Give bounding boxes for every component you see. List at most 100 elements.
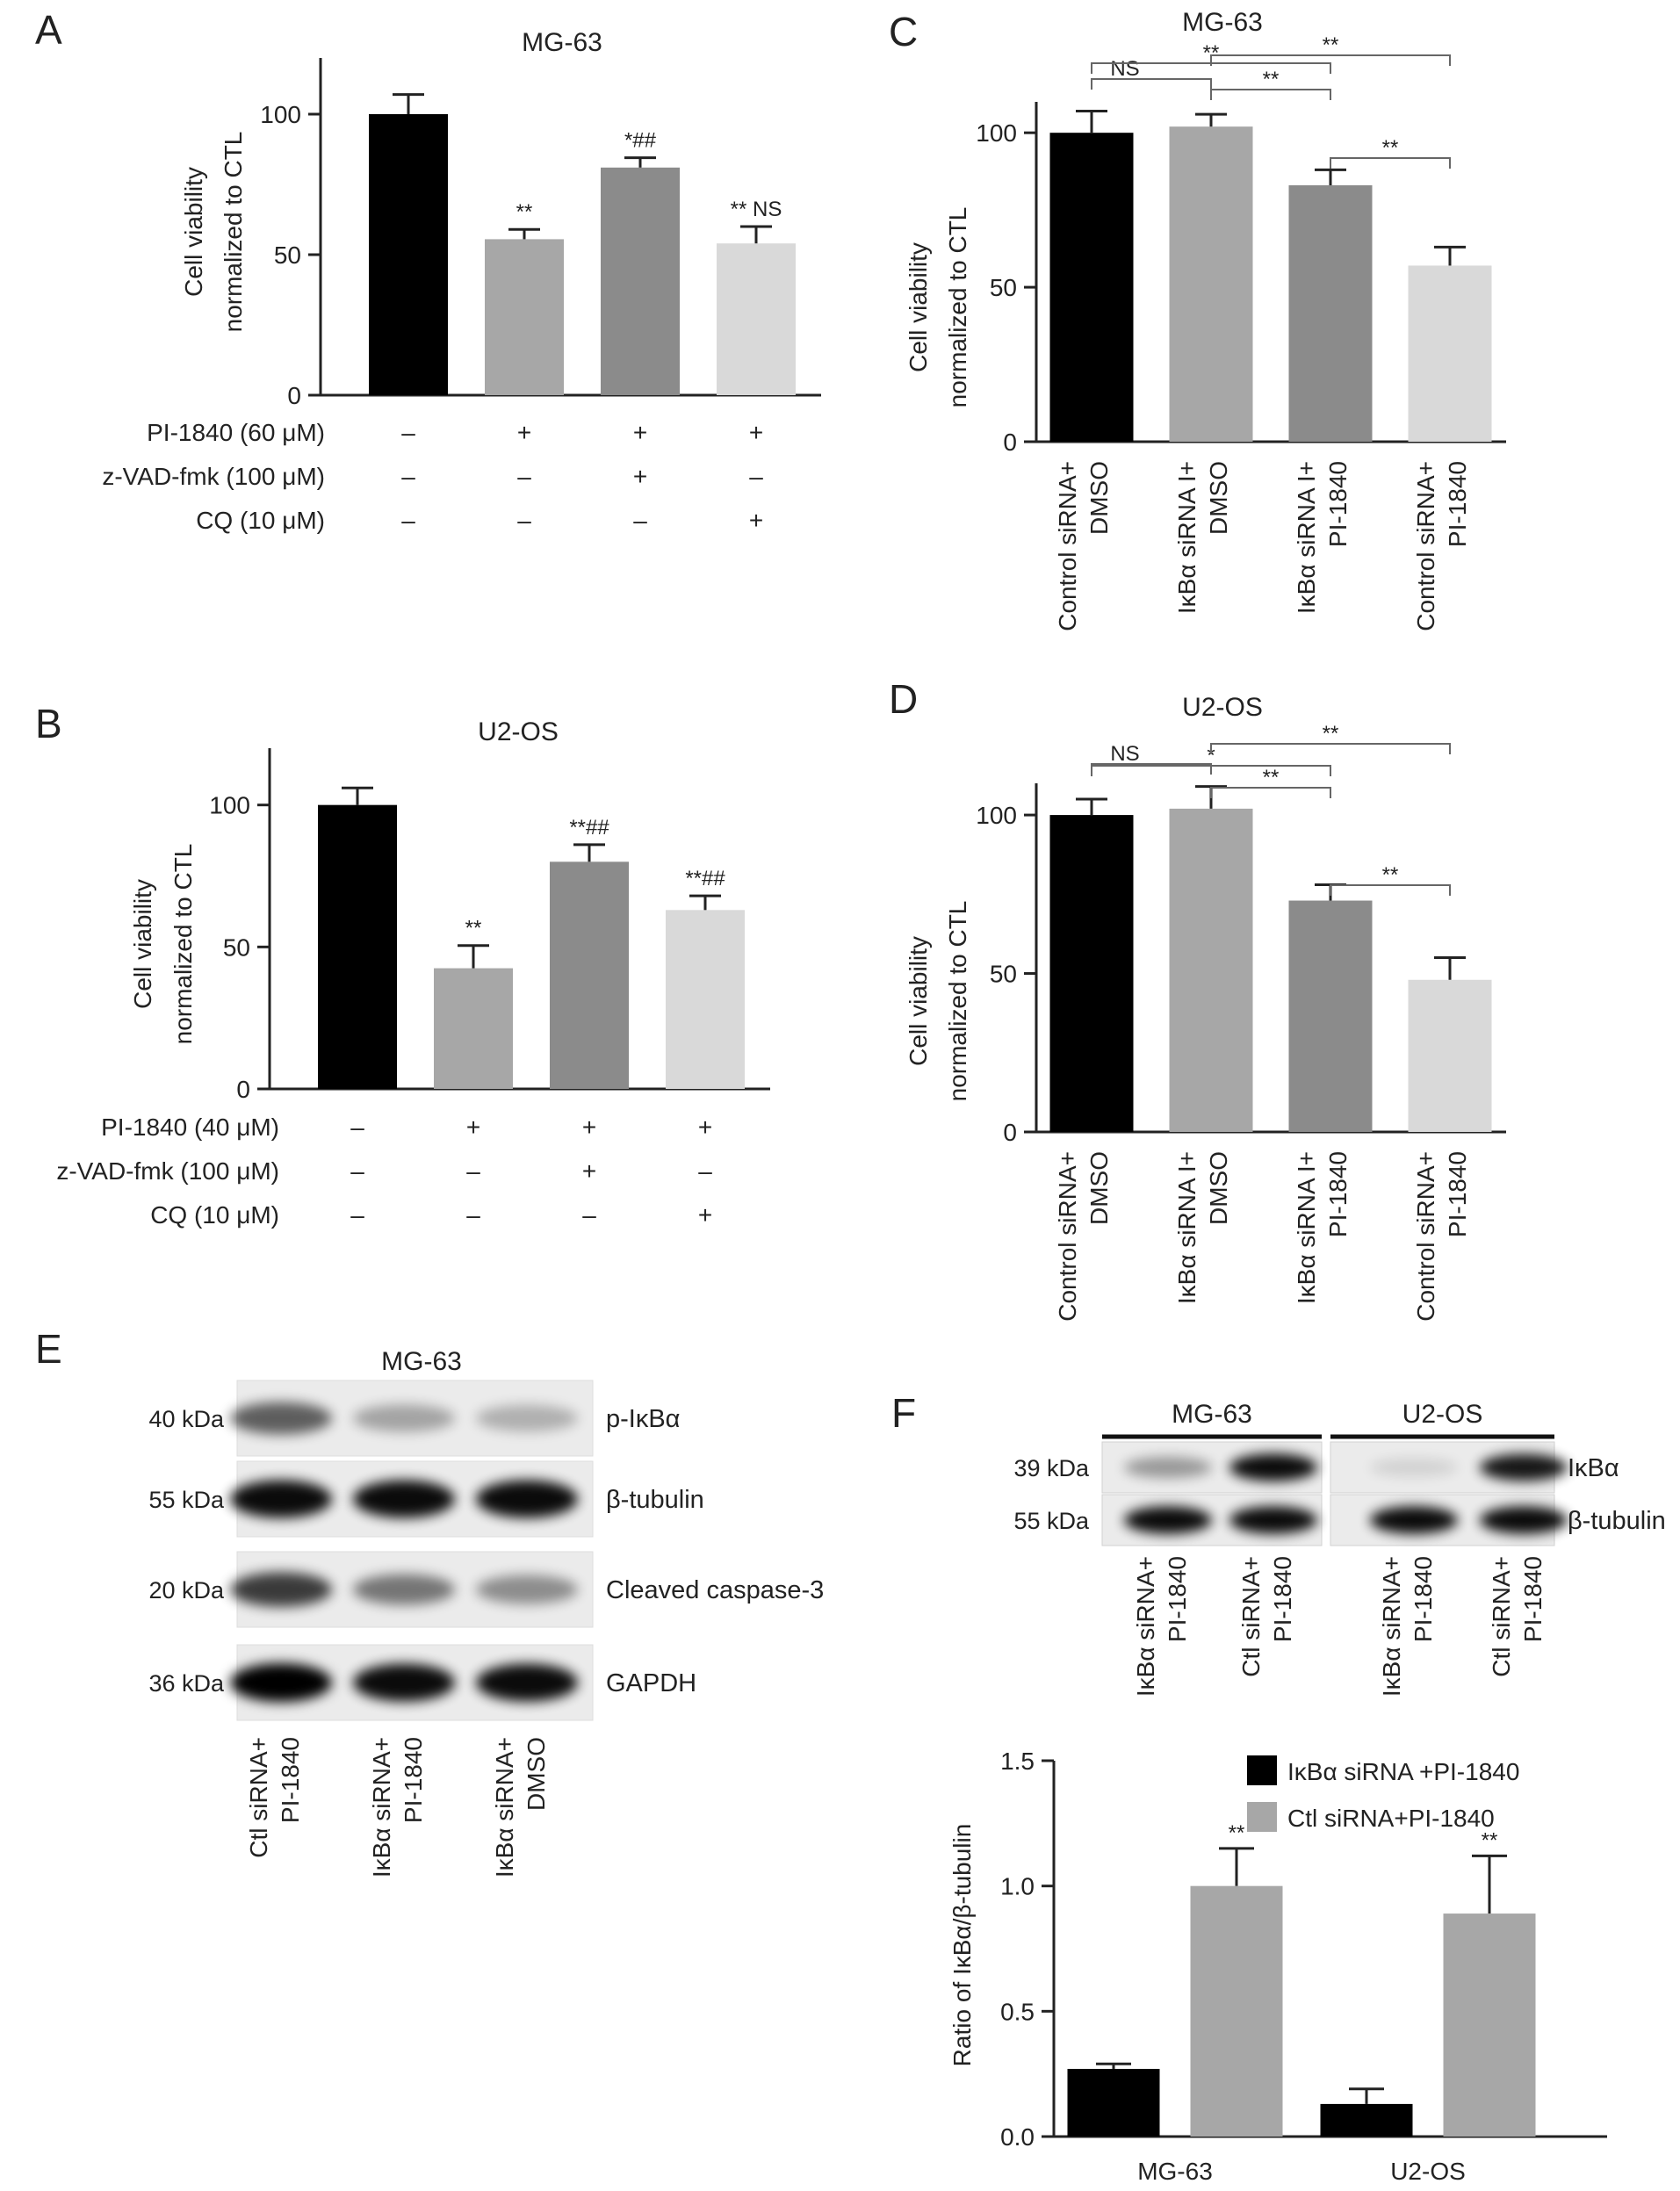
panel-f-band-0-2 — [1370, 1458, 1458, 1477]
panel-f-kda-1: 55 kDa — [1013, 1508, 1090, 1534]
panel-e-band-2-2 — [476, 1575, 578, 1604]
panel-f-bar-s0-0 — [1067, 2068, 1160, 2137]
panel-f-band-0-0 — [1124, 1456, 1212, 1479]
panel-b-bar-0 — [318, 804, 397, 1089]
panel-d-category-label-0-1: DMSO — [1085, 1151, 1113, 1225]
panel-f-lane-label-0-0: IκBα siRNA+ — [1132, 1556, 1159, 1697]
panel-f-group-label-0: MG-63 — [1172, 1400, 1252, 1429]
panel-f-legend-swatch-1 — [1247, 1802, 1277, 1832]
panel-f-lane-label-2-1: PI-1840 — [1410, 1556, 1437, 1642]
panel-f-band-0-1 — [1229, 1453, 1317, 1481]
panel-b-cond-label-2: CQ (10 μM) — [150, 1201, 279, 1229]
panel-d-bracket-label-0: NS — [1110, 742, 1139, 766]
panel-b-cond-mark-0-0: – — [350, 1114, 364, 1141]
panel-c-category-label-0-1: DMSO — [1085, 461, 1113, 535]
panel-e-band-3-2 — [476, 1663, 578, 1702]
panel-c-category-label-3-1: PI-1840 — [1444, 461, 1471, 547]
panel-d-bracket-3 — [1210, 743, 1451, 754]
panel-b-bar-3 — [666, 910, 745, 1089]
panel-b-cond-mark-1-2: + — [582, 1157, 596, 1185]
panel-d-category-label-2-0: IκBα siRNA I+ — [1293, 1151, 1320, 1304]
panel-a: A MG-63 Cell viability normalized to CTL… — [35, 7, 821, 534]
panel-b-ylabel-line2: normalized to CTL — [169, 844, 197, 1045]
panel-b-cond-mark-1-1: – — [466, 1157, 480, 1185]
panel-b-sig-label-1: ** — [465, 917, 482, 941]
panel-d-category-label-1-0: IκBα siRNA I+ — [1173, 1151, 1201, 1304]
panel-c-category-label-1-1: DMSO — [1205, 461, 1232, 535]
panel-a-cond-mark-2-0: – — [401, 507, 415, 534]
panel-b-cond-mark-1-3: – — [698, 1157, 712, 1185]
panel-d-ytick-label-1: 50 — [990, 961, 1017, 988]
panel-e-lane-label-2-0: IκBα siRNA+ — [491, 1737, 518, 1877]
panel-a-cond-mark-2-3: + — [749, 507, 763, 534]
panel-e-band-1-0 — [230, 1480, 332, 1518]
panel-d-bracket-1 — [1091, 765, 1331, 776]
panel-f-sig-label-1-1: ** — [1482, 1828, 1498, 1852]
panel-c-bracket-4 — [1330, 157, 1451, 169]
panel-d-bracket-2 — [1210, 787, 1331, 798]
panel-b-cond-mark-2-3: + — [698, 1201, 712, 1229]
panel-c-ytick-label-0: 0 — [1003, 429, 1017, 456]
panel-e-band-0-0 — [230, 1402, 332, 1435]
panel-a-cond-mark-0-2: + — [633, 419, 647, 446]
panel-f-legend-label-1: Ctl siRNA+PI-1840 — [1287, 1805, 1495, 1832]
panel-c-ytick-label-1: 50 — [990, 274, 1017, 301]
panel-e-band-3-0 — [230, 1663, 332, 1702]
panel-c-bracket-2 — [1210, 89, 1331, 100]
panel-b-bar-1 — [434, 968, 513, 1089]
panel-f-lane-label-3-0: Ctl siRNA+ — [1488, 1556, 1515, 1677]
panel-f-legend-label-0: IκBα siRNA +PI-1840 — [1287, 1758, 1519, 1785]
panel-a-sig-label-1: ** — [516, 200, 533, 224]
panel-e-kda-0: 40 kDa — [148, 1406, 225, 1432]
panel-a-cond-label-0: PI-1840 (60 μM) — [147, 419, 325, 446]
panel-c-ylabel-line2: normalized to CTL — [944, 207, 971, 408]
panel-f-band-1-2 — [1370, 1506, 1458, 1534]
panel-a-ytick-label-0: 0 — [287, 382, 301, 409]
panel-d-ytick-label-0: 0 — [1003, 1119, 1017, 1146]
panel-d-ylabel-line2: normalized to CTL — [944, 901, 971, 1102]
panel-f-bar-s0-1 — [1320, 2103, 1413, 2137]
panel-d-ytick-label-2: 100 — [976, 802, 1017, 829]
panel-f-category-label-1: U2-OS — [1390, 2158, 1466, 2185]
panel-letter-d: D — [889, 676, 918, 722]
panel-d-bracket-label-1: * — [1207, 744, 1215, 768]
panel-f-band-1-3 — [1480, 1506, 1568, 1534]
panel-d-category-label-3-1: PI-1840 — [1444, 1151, 1471, 1237]
panel-d-category-label-0-0: Control siRNA+ — [1054, 1151, 1081, 1322]
panel-f-band-1-1 — [1229, 1506, 1317, 1534]
panel-c-bar-2 — [1288, 184, 1373, 442]
panel-e-band-2-1 — [353, 1574, 455, 1605]
panel-c-bracket-label-0: NS — [1110, 57, 1139, 81]
panel-f-ylabel: Ratio of IκBα/β-tubulin — [948, 1824, 976, 2067]
panel-e-band-0-2 — [476, 1404, 578, 1432]
panel-f-band-0-3 — [1480, 1453, 1568, 1481]
panel-a-plot: 0 50 100 – – – ** + – – *## + + – ** NS + – + PI-1840 (60 … — [102, 58, 821, 534]
panel-e-title: MG-63 — [381, 1347, 462, 1376]
panel-c-bracket-0 — [1091, 78, 1212, 90]
panel-f-protein-0: IκBα — [1568, 1454, 1619, 1482]
panel-e-kda-2: 20 kDa — [148, 1577, 225, 1604]
panel-d-bar-2 — [1288, 900, 1373, 1132]
panel-a-cond-mark-2-1: – — [517, 507, 531, 534]
panel-f-ytick-label-3: 1.5 — [1000, 1748, 1035, 1775]
panel-e-lane-label-0-1: PI-1840 — [277, 1737, 304, 1823]
panel-a-cond-label-1: z-VAD-fmk (100 μM) — [102, 463, 325, 490]
panel-a-cond-mark-1-0: – — [401, 463, 415, 490]
panel-letter-c: C — [889, 9, 918, 54]
panel-b-cond-label-1: z-VAD-fmk (100 μM) — [56, 1157, 279, 1185]
panel-c-bracket-3 — [1210, 54, 1451, 66]
panel-c: C MG-63 Cell viability normalized to CTL… — [889, 8, 1506, 631]
panel-c-bracket-label-3: ** — [1323, 33, 1339, 57]
panel-c-category-label-2-1: PI-1840 — [1324, 461, 1352, 547]
panel-f-sig-label-1-0: ** — [1229, 1821, 1245, 1845]
panel-f-legend-swatch-0 — [1247, 1755, 1277, 1785]
panel-a-bar-3 — [717, 243, 796, 395]
panel-a-cond-label-2: CQ (10 μM) — [196, 507, 325, 534]
panel-f-protein-1: β-tubulin — [1568, 1507, 1666, 1535]
panel-e-band-1-2 — [476, 1480, 578, 1518]
panel-b-cond-label-0: PI-1840 (40 μM) — [101, 1114, 279, 1141]
panel-b-cond-mark-1-0: – — [350, 1157, 364, 1185]
panel-c-bracket-label-4: ** — [1382, 136, 1399, 160]
panel-b-sig-label-2: **## — [569, 816, 609, 840]
